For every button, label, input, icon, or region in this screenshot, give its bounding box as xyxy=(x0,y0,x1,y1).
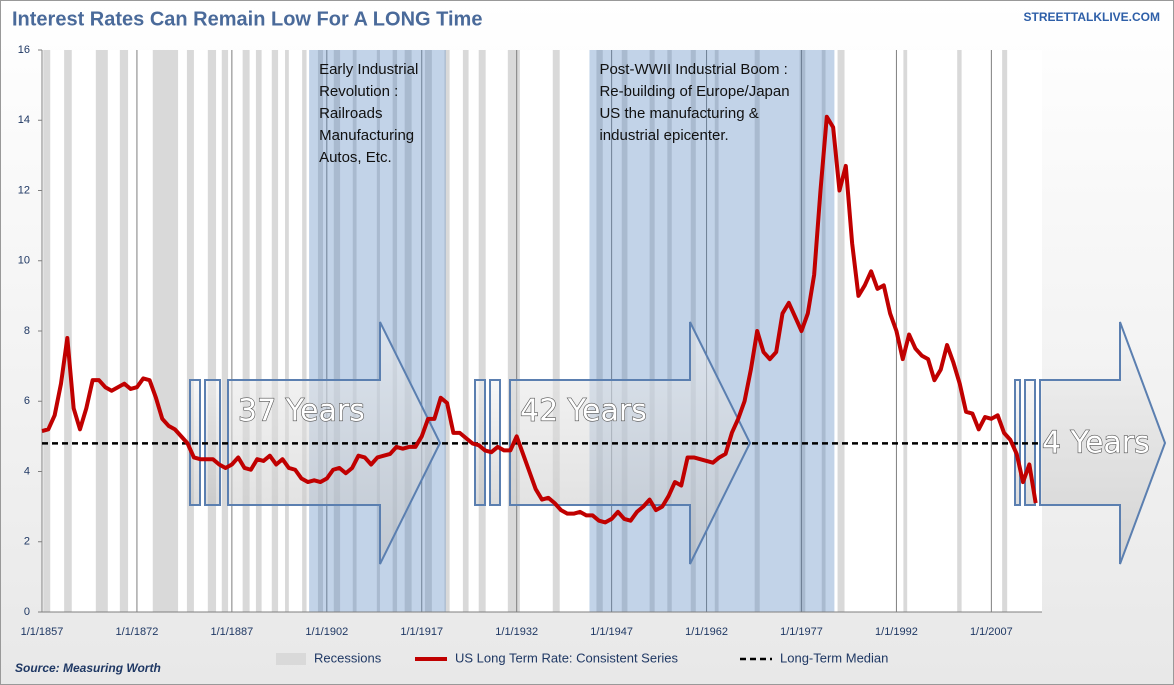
recession-band xyxy=(255,50,262,612)
era-label: Manufacturing xyxy=(319,127,414,144)
arrow xyxy=(509,321,752,565)
era-band xyxy=(309,50,446,612)
era-label: Autos, Etc. xyxy=(319,149,392,166)
y-tick-label: 4 xyxy=(24,465,30,477)
recession-band xyxy=(333,50,341,612)
arrow-label: 37 Years xyxy=(238,394,365,429)
recession-band xyxy=(392,50,398,612)
x-tick-label: 1/1/1947 xyxy=(590,626,633,638)
era-label: Post-WWII Industrial Boom : xyxy=(599,61,787,78)
recession-band xyxy=(444,50,450,612)
recession-band xyxy=(285,50,289,612)
recession-band xyxy=(43,50,51,612)
recession-band xyxy=(424,50,432,612)
recession-band xyxy=(462,50,469,612)
arrow-label: 4 Years xyxy=(1042,426,1150,461)
layers: 1/1/1857 1/1/1872 1/1/1887 1/1/1902 1/1/1917… xyxy=(18,44,1167,665)
y-tick-label: 12 xyxy=(18,184,30,196)
recession-band xyxy=(242,50,250,612)
x-tick-label: 1/1/1887 xyxy=(210,626,253,638)
recession-band xyxy=(621,50,628,612)
recession-band xyxy=(903,50,908,612)
recession-band xyxy=(317,50,324,612)
y-tick-label: 0 xyxy=(24,606,30,618)
x-tick-label: 1/1/1932 xyxy=(495,626,538,638)
x-tick-label: 1/1/1977 xyxy=(780,626,823,638)
recession-band xyxy=(376,50,380,612)
x-tick-label: 1/1/1902 xyxy=(305,626,348,638)
recession-band xyxy=(152,50,179,612)
y-tick-label: 10 xyxy=(18,255,30,267)
watermark: STREETTALKLIVE.COM xyxy=(1024,10,1160,24)
legend-label: US Long Term Rate: Consistent Series xyxy=(455,650,679,665)
x-tick-label: 1/1/2007 xyxy=(970,626,1013,638)
recession-band xyxy=(352,50,357,612)
chart-title: Interest Rates Can Remain Low For A LONG… xyxy=(12,8,482,30)
recession-band xyxy=(221,50,229,612)
recession-band xyxy=(957,50,962,612)
recession-band xyxy=(1002,50,1008,612)
x-tick-label: 1/1/1872 xyxy=(116,626,159,638)
recession-band xyxy=(95,50,108,612)
recession-band xyxy=(714,50,719,612)
recession-band xyxy=(271,50,279,612)
recession-band xyxy=(667,50,672,612)
x-tick-label: 1/1/1992 xyxy=(875,626,918,638)
x-tick-label: 1/1/1962 xyxy=(685,626,728,638)
recession-band xyxy=(119,50,129,612)
era-label: industrial epicenter. xyxy=(599,127,728,144)
arrow xyxy=(1039,321,1167,565)
legend-label: Long-Term Median xyxy=(780,650,888,665)
recession-band xyxy=(64,50,72,612)
recession-band xyxy=(186,50,194,612)
series-line xyxy=(41,114,1038,525)
recession-band xyxy=(552,50,560,612)
y-tick-label: 14 xyxy=(18,114,30,126)
recession-band xyxy=(649,50,655,612)
era-label: Early Industrial xyxy=(319,61,418,78)
x-tick-label: 1/1/1917 xyxy=(400,626,443,638)
recession-band xyxy=(302,50,307,612)
y-tick-label: 16 xyxy=(18,44,30,56)
y-tick-label: 2 xyxy=(24,536,30,548)
arrow-label: 42 Years xyxy=(520,394,647,429)
y-tick-label: 8 xyxy=(24,325,30,337)
legend-swatch xyxy=(276,653,306,665)
recession-band xyxy=(478,50,486,612)
recession-band xyxy=(596,50,603,612)
era-label: Revolution : xyxy=(319,83,398,100)
era-label: Re-building of Europe/Japan xyxy=(599,83,789,100)
y-tick-label: 6 xyxy=(24,395,30,407)
source: Source: Measuring Worth xyxy=(15,661,161,675)
era-label: US the manufacturing & xyxy=(599,105,758,122)
recession-band xyxy=(207,50,217,612)
x-tick-label: 1/1/1857 xyxy=(21,626,64,638)
recession-band xyxy=(507,50,520,612)
recession-band xyxy=(821,50,826,612)
recession-band xyxy=(404,50,412,612)
era-label: Railroads xyxy=(319,105,382,122)
recession-band xyxy=(837,50,845,612)
legend-label: Recessions xyxy=(314,650,382,665)
